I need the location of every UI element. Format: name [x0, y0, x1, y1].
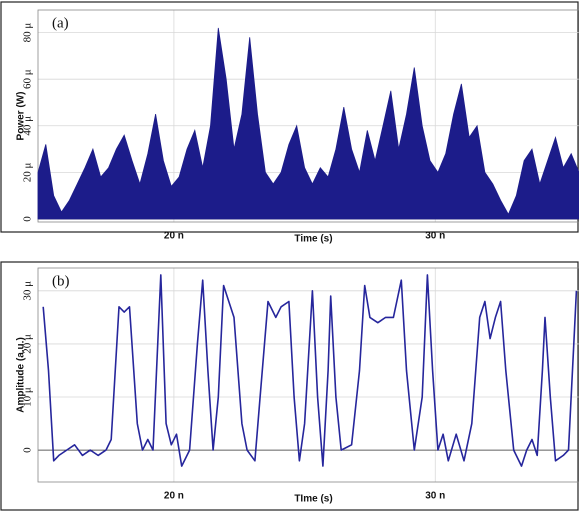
- y-axis-label: Power (W): [16, 92, 27, 141]
- plot-area: [37, 9, 579, 223]
- power-area: [37, 27, 579, 220]
- x-axis-label: TIme (s): [294, 494, 332, 505]
- x-tick-label: 30 n: [425, 491, 445, 502]
- panel-label: (a): [52, 15, 69, 31]
- y-tick-label: 30 μ: [22, 281, 34, 301]
- y-tick-label: 0: [22, 447, 34, 453]
- y-tick-label: 10 μ: [22, 387, 34, 407]
- y-tick-label: 0: [22, 216, 34, 222]
- plot-area: [37, 267, 579, 483]
- panel-label: (b): [52, 273, 70, 289]
- chart-panel: 0 20 μ 40 μ 60 μ 80 μ 20 n 30 n Time (s) Power (…: [0, 1, 579, 245]
- y-tick-label: 20 μ: [22, 162, 34, 182]
- y-tick-label: 80 μ: [22, 23, 34, 43]
- y-tick-label: 20 μ: [22, 334, 34, 354]
- y-tick-label: 40 μ: [22, 116, 34, 136]
- y-axis-label: Amplitude (a.u.): [16, 337, 27, 413]
- x-tick-label: 30 n: [425, 231, 445, 242]
- x-tick-label: 20 n: [164, 491, 184, 502]
- chart-panel: 0 10 μ 20 μ 30 μ 20 n 30 n TIme (s) Amplitude (…: [0, 261, 579, 511]
- x-axis-label: Time (s): [294, 234, 332, 245]
- y-tick-label: 60 μ: [22, 69, 34, 89]
- x-tick-label: 20 n: [164, 231, 184, 242]
- amplitude-line: [42, 274, 578, 467]
- panel-frame: [0, 261, 579, 511]
